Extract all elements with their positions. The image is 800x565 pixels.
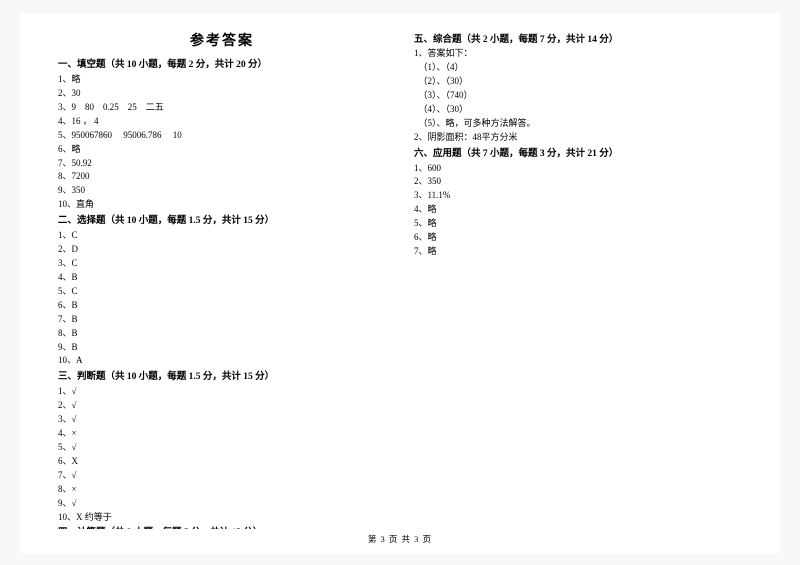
answer-line: （3）、（740） [414,89,742,103]
answer-line: （2）、（30） [414,75,742,89]
answer-line: 8、7200 [58,170,386,184]
answer-line: （5）、略，可多种方法解答。 [414,117,742,131]
answer-line: 6、略 [58,143,386,157]
answer-line: 6、X [58,455,386,469]
section-5-heading: 五、综合题（共 2 小题，每题 7 分，共计 14 分） [414,33,742,48]
answer-line: 3、9 80 0.25 25 二五 [58,101,386,115]
answer-line: 8、B [58,327,386,341]
section-4-heading: 四、计算题（共 3 小题，每题 5 分，共计 15 分） [58,526,386,528]
answer-line: 2、30 [58,87,386,101]
right-column: 五、综合题（共 2 小题，每题 7 分，共计 14 分） 1、答案如下： （1）… [414,31,742,529]
answer-line: 10、X 约等于 [58,511,386,525]
page-title: 参考答案 [58,31,386,53]
answer-line: 4、× [58,427,386,441]
answer-line: 3、C [58,257,386,271]
answer-line: 7、略 [414,245,742,259]
page-footer: 第 3 页 共 3 页 [58,533,742,545]
answer-line: 6、B [58,299,386,313]
answer-line: 1、略 [58,73,386,87]
section-6-heading: 六、应用题（共 7 小题，每题 3 分，共计 21 分） [414,147,742,162]
answer-line: 1、答案如下： [414,47,742,61]
answer-line: 9、√ [58,497,386,511]
answer-line: 7、B [58,313,386,327]
answer-line: 9、350 [58,184,386,198]
answer-line: 4、B [58,271,386,285]
left-column: 参考答案 一、填空题（共 10 小题，每题 2 分，共计 20 分） 1、略 2… [58,31,386,529]
answer-line: 1、√ [58,385,386,399]
answer-line: 4、16 ， 4 [58,115,386,129]
answer-line: 7、50.92 [58,157,386,171]
page: 参考答案 一、填空题（共 10 小题，每题 2 分，共计 20 分） 1、略 2… [20,13,780,553]
answer-line: 9、B [58,341,386,355]
content-columns: 参考答案 一、填空题（共 10 小题，每题 2 分，共计 20 分） 1、略 2… [58,31,742,529]
answer-line: 3、√ [58,413,386,427]
answer-line: 5、略 [414,217,742,231]
answer-line: （4）、（30） [414,103,742,117]
answer-line: 7、√ [58,469,386,483]
answer-line: 8、× [58,483,386,497]
answer-line: 4、略 [414,203,742,217]
answer-line: 2、D [58,243,386,257]
section-2-heading: 二、选择题（共 10 小题，每题 1.5 分，共计 15 分） [58,214,386,229]
answer-line: 5、950067860 95006.786 10 [58,129,386,143]
answer-line: 1、600 [414,162,742,176]
answer-line: 10、A [58,354,386,368]
section-3-heading: 三、判断题（共 10 小题，每题 1.5 分，共计 15 分） [58,370,386,385]
answer-line: （1）、（4） [414,61,742,75]
answer-line: 2、350 [414,175,742,189]
answer-line: 2、阴影面积：48平方分米 [414,131,742,145]
answer-line: 3、11.1% [414,189,742,203]
section-1-heading: 一、填空题（共 10 小题，每题 2 分，共计 20 分） [58,58,386,73]
answer-line: 5、√ [58,441,386,455]
answer-line: 1、C [58,229,386,243]
answer-line: 2、√ [58,399,386,413]
answer-line: 10、直角 [58,198,386,212]
answer-line: 5、C [58,285,386,299]
answer-line: 6、略 [414,231,742,245]
